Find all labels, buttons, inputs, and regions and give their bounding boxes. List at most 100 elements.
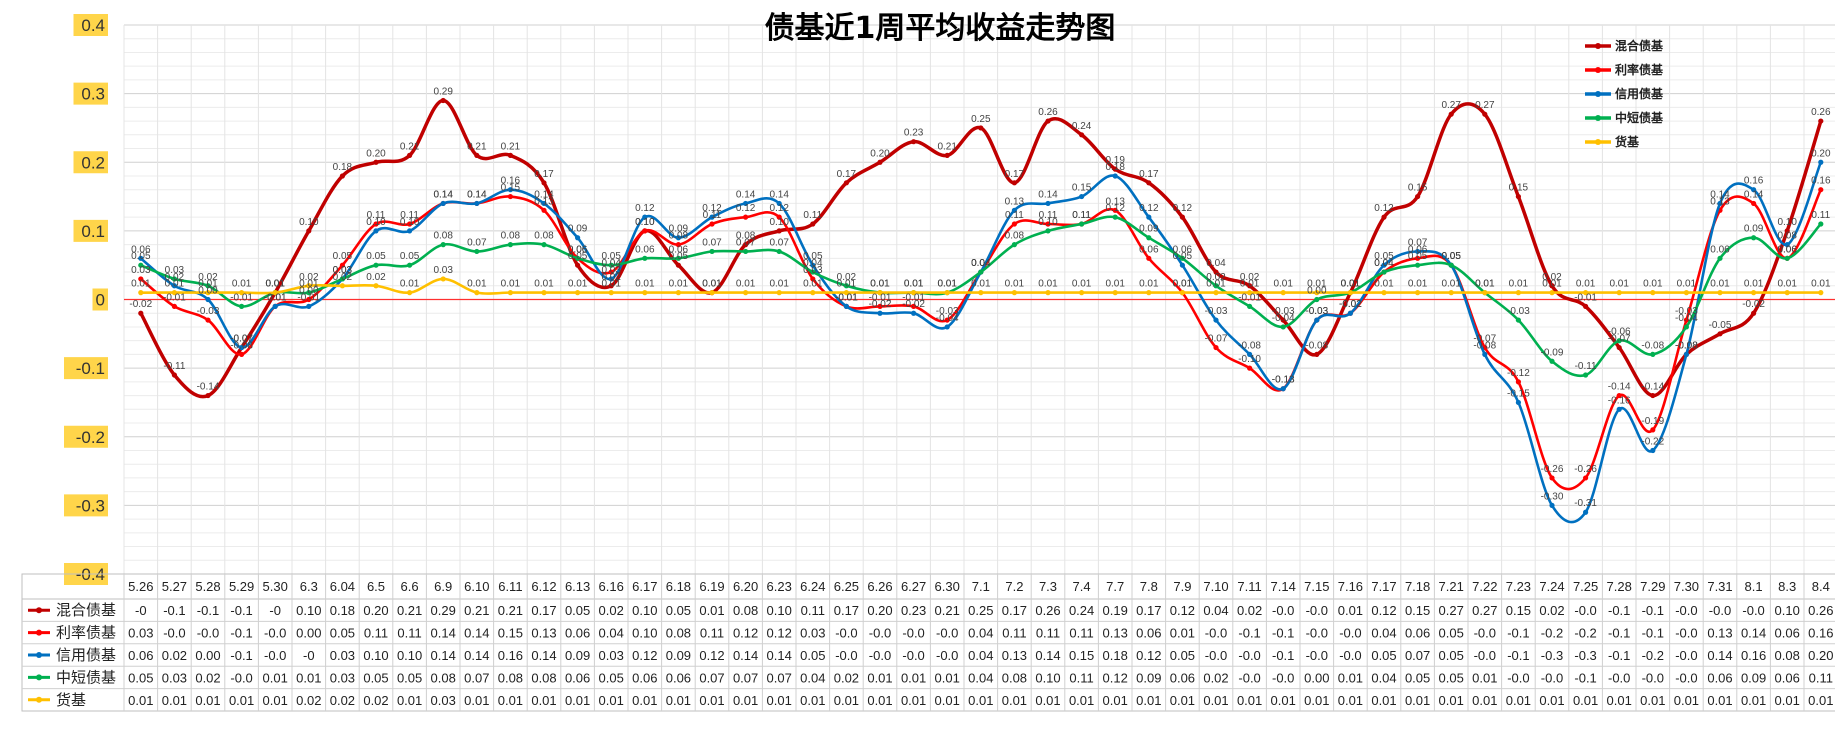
data-point bbox=[1616, 392, 1622, 399]
data-point bbox=[373, 221, 379, 227]
legend-label: 中短债基 bbox=[1615, 110, 1664, 125]
data-point bbox=[272, 303, 278, 309]
data-point bbox=[1213, 283, 1219, 289]
data-point bbox=[1448, 262, 1454, 268]
table-cell: -0.0 bbox=[1238, 648, 1260, 663]
table-cell: 0.08 bbox=[733, 603, 758, 618]
table-cell: 0.11 bbox=[1002, 626, 1026, 641]
data-point bbox=[1818, 290, 1824, 296]
data-label: 0.12 bbox=[702, 203, 722, 214]
x-category-label: 6.3 bbox=[300, 579, 318, 594]
table-cell: 0.14 bbox=[464, 626, 489, 641]
data-point bbox=[978, 290, 984, 296]
data-label: 0.20 bbox=[870, 148, 890, 159]
data-label: 0.21 bbox=[501, 141, 521, 152]
data-label: 0.05 bbox=[601, 251, 621, 262]
table-cell: 0.16 bbox=[1741, 648, 1766, 663]
table-cell: 0.12 bbox=[1371, 603, 1396, 618]
table-cell: 0.14 bbox=[1707, 648, 1732, 663]
data-point bbox=[1146, 255, 1152, 261]
data-point bbox=[843, 290, 850, 296]
table-cell: 0.06 bbox=[666, 670, 691, 685]
data-label: 0.09 bbox=[1139, 224, 1159, 235]
x-category-label: 7.23 bbox=[1506, 579, 1531, 594]
x-category-label: 7.22 bbox=[1472, 579, 1497, 594]
table-cell: 0.10 bbox=[397, 648, 422, 663]
data-label: 0.02 bbox=[333, 272, 353, 283]
data-label: -0.14 bbox=[197, 382, 220, 393]
data-point bbox=[239, 344, 245, 351]
table-cell: -0.0 bbox=[835, 626, 857, 641]
table-cell: -0.0 bbox=[1541, 670, 1563, 685]
data-label: 0.04 bbox=[1374, 258, 1394, 269]
data-point bbox=[776, 290, 782, 296]
table-cell: 0.01 bbox=[1002, 693, 1027, 708]
table-cell: 0.06 bbox=[1170, 670, 1195, 685]
table-cell: 0.01 bbox=[397, 693, 422, 708]
data-label: -0.02 bbox=[1339, 299, 1362, 310]
data-point bbox=[205, 296, 211, 303]
data-point bbox=[810, 290, 816, 296]
data-label: 0.01 bbox=[1005, 279, 1025, 290]
data-label: 0.26 bbox=[1038, 107, 1058, 118]
table-cell: -0.3 bbox=[1541, 648, 1563, 663]
table-cell: -0.0 bbox=[936, 648, 958, 663]
table-cell: 0.12 bbox=[1170, 603, 1195, 618]
table-cell: 0.05 bbox=[363, 670, 388, 685]
data-point bbox=[171, 303, 177, 309]
data-label: 0.07 bbox=[467, 237, 487, 248]
x-category-label: 6.10 bbox=[464, 579, 489, 594]
table-cell: 0.04 bbox=[968, 626, 993, 641]
table-cell: 0.11 bbox=[700, 626, 724, 641]
data-label: 0.01 bbox=[1341, 279, 1361, 290]
data-label: 0.12 bbox=[1139, 203, 1159, 214]
data-point bbox=[507, 242, 513, 248]
data-label: 0.27 bbox=[1441, 100, 1461, 111]
table-cell: 0.10 bbox=[1035, 670, 1060, 685]
data-label: -0.02 bbox=[902, 299, 925, 310]
table-cell: 0.17 bbox=[531, 603, 556, 618]
data-label: 0.11 bbox=[1039, 210, 1058, 221]
table-cell: 0.02 bbox=[1539, 603, 1564, 618]
y-tick-highlight bbox=[73, 219, 108, 242]
legend-label: 利率债基 bbox=[1615, 62, 1664, 77]
data-label: -0.08 bbox=[230, 340, 253, 351]
data-label: 0.01 bbox=[803, 279, 823, 290]
data-point bbox=[407, 290, 413, 296]
data-point bbox=[944, 317, 950, 323]
table-cell: -0.0 bbox=[1339, 648, 1361, 663]
data-point bbox=[1415, 248, 1421, 255]
data-point bbox=[608, 283, 614, 289]
data-point bbox=[1314, 296, 1320, 303]
data-label: 0.01 bbox=[1710, 279, 1730, 290]
data-label: 0.04 bbox=[1374, 258, 1394, 269]
data-label: -0.02 bbox=[1742, 299, 1765, 310]
data-label: 0.01 bbox=[1038, 279, 1058, 290]
series-line-1 bbox=[139, 98, 1823, 399]
table-cell: 0.08 bbox=[431, 670, 456, 685]
data-label: 0.14 bbox=[1038, 189, 1058, 200]
data-point bbox=[1011, 221, 1018, 227]
data-label: 0.05 bbox=[1441, 251, 1461, 262]
table-cell: -0.0 bbox=[1238, 670, 1260, 685]
data-label: -0.01 bbox=[835, 292, 858, 303]
data-label: 0.00 bbox=[299, 286, 319, 297]
table-cell: 0.02 bbox=[162, 648, 187, 663]
table-cell: 0.20 bbox=[1808, 648, 1833, 663]
data-label: 0.11 bbox=[1072, 210, 1091, 221]
data-label: 0.00 bbox=[1307, 286, 1327, 297]
table-cell: -0.1 bbox=[230, 603, 252, 618]
data-point bbox=[575, 290, 581, 296]
table-cell: -0.1 bbox=[1608, 626, 1630, 641]
data-point bbox=[407, 228, 413, 234]
data-label: 0.01 bbox=[1173, 279, 1193, 290]
data-point bbox=[138, 310, 144, 316]
table-cell: 0.10 bbox=[632, 603, 657, 618]
data-label: 0.05 bbox=[1374, 251, 1394, 262]
table-cell: -0.1 bbox=[1272, 648, 1294, 663]
data-point bbox=[608, 276, 614, 282]
data-point bbox=[373, 262, 379, 268]
data-point bbox=[843, 283, 850, 289]
table-cell: 0.01 bbox=[1170, 693, 1195, 708]
data-label: 0.04 bbox=[803, 258, 823, 269]
